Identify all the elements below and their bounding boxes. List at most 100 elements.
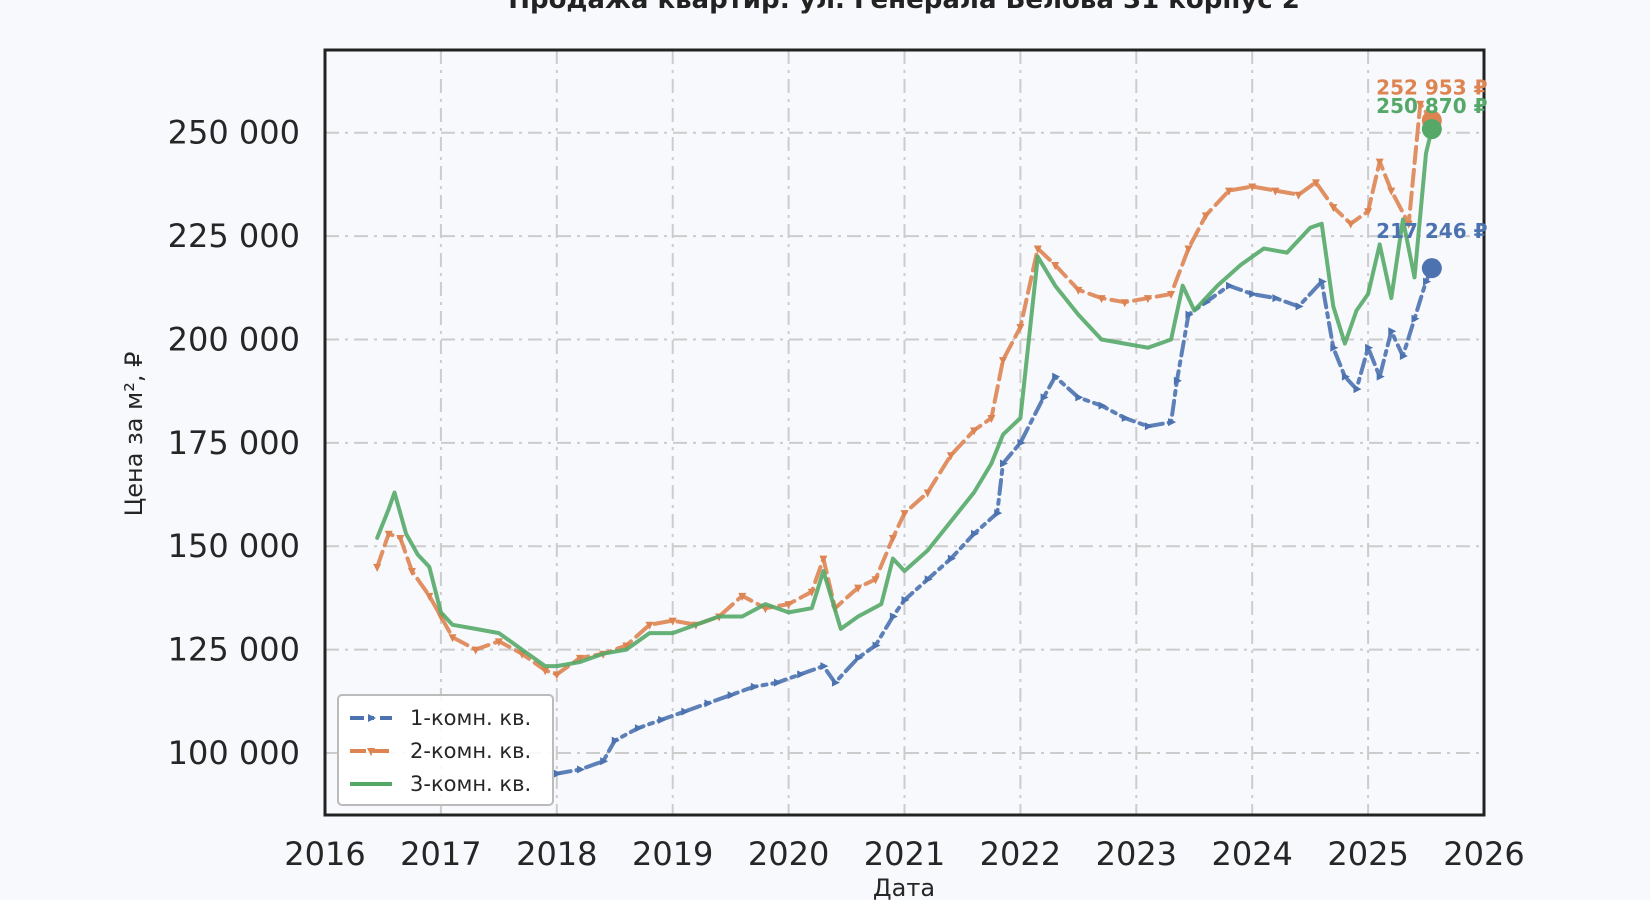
legend-item: 2-комн. кв. xyxy=(350,739,531,763)
x-axis-label: Дата xyxy=(873,874,935,900)
data-point xyxy=(1404,220,1413,229)
series-3 xyxy=(375,119,1442,669)
series-1 xyxy=(553,258,1442,778)
data-point xyxy=(1185,310,1194,319)
x-tick-label: 2023 xyxy=(1096,835,1177,873)
data-point xyxy=(819,555,828,564)
data-point xyxy=(384,530,393,539)
series-line xyxy=(554,266,1434,776)
data-point xyxy=(1271,187,1280,196)
y-axis-label: Цена за м², ₽ xyxy=(120,352,148,517)
data-point xyxy=(1416,100,1425,109)
data-point xyxy=(407,568,416,577)
data-point xyxy=(750,682,759,691)
x-tick-label: 2020 xyxy=(748,835,829,873)
legend: 1-комн. кв. 2-комн. кв. 3-комн. кв. xyxy=(337,694,554,806)
data-point xyxy=(1375,158,1384,167)
data-point xyxy=(774,678,783,687)
data-point xyxy=(1033,245,1042,254)
x-tick-label: 2022 xyxy=(980,835,1061,873)
data-point xyxy=(1226,281,1235,290)
legend-item: 3-комн. кв. xyxy=(350,772,531,796)
data-point xyxy=(888,534,897,543)
data-point xyxy=(871,576,880,585)
data-point xyxy=(704,699,713,708)
data-point xyxy=(1365,343,1374,352)
data-point xyxy=(1423,277,1432,286)
data-point xyxy=(1074,286,1083,295)
data-point xyxy=(668,617,677,626)
data-point xyxy=(1411,314,1420,323)
data-point xyxy=(1120,299,1129,308)
data-point xyxy=(1040,393,1049,402)
data-point xyxy=(738,592,747,601)
data-point xyxy=(1075,393,1084,402)
data-point xyxy=(1387,187,1396,196)
data-point xyxy=(1167,290,1176,299)
x-tick-label: 2017 xyxy=(400,835,481,873)
y-tick-label: 125 000 xyxy=(168,631,300,669)
x-axis-ticks: 2016 2017 2018 2019 2020 2021 2022 2023 2024 2025… xyxy=(284,835,1524,873)
end-labels: 217 246 ₽ 252 953 ₽250 870 ₽ xyxy=(1376,75,1487,243)
data-point xyxy=(1016,324,1025,333)
data-point xyxy=(1121,414,1130,423)
x-tick-label: 2021 xyxy=(864,835,945,873)
data-point xyxy=(1364,208,1373,217)
x-tick-label: 2019 xyxy=(632,835,713,873)
data-point xyxy=(1168,418,1177,427)
data-point xyxy=(1249,289,1258,298)
end-value-label: 252 953 ₽ xyxy=(1376,75,1487,99)
x-tick-label: 2016 xyxy=(284,835,365,873)
data-point xyxy=(889,612,898,621)
legend-marker xyxy=(367,748,375,756)
data-point xyxy=(1144,422,1153,431)
data-point xyxy=(947,554,956,563)
grid xyxy=(325,50,1484,815)
data-point xyxy=(999,357,1008,366)
data-point xyxy=(471,646,480,655)
data-point xyxy=(634,724,643,733)
data-point xyxy=(1330,343,1339,352)
end-point-marker xyxy=(1421,258,1442,279)
data-point xyxy=(1294,191,1303,200)
data-point xyxy=(448,634,457,643)
data-point xyxy=(901,595,910,604)
data-point xyxy=(855,653,864,662)
data-point xyxy=(994,509,1003,518)
data-point xyxy=(1143,295,1152,304)
plot-frame xyxy=(323,48,1486,817)
data-point xyxy=(1051,262,1060,271)
y-tick-label: 200 000 xyxy=(168,320,300,358)
data-point xyxy=(872,641,881,650)
data-point xyxy=(1225,187,1234,196)
data-point xyxy=(946,452,955,461)
data-point xyxy=(1388,327,1397,336)
x-tick-label: 2018 xyxy=(516,835,597,873)
data-point xyxy=(1000,459,1009,468)
data-point xyxy=(784,601,793,610)
data-point xyxy=(854,584,863,593)
data-point xyxy=(971,529,980,538)
data-point xyxy=(576,765,585,774)
data-point xyxy=(1098,401,1107,410)
data-point xyxy=(425,592,434,601)
chart-title: Продажа квартир: ул. Генерала Белова 31 … xyxy=(508,0,1300,15)
data-point xyxy=(681,707,690,716)
data-point xyxy=(831,678,840,687)
data-point xyxy=(1272,294,1281,303)
data-point xyxy=(1184,245,1193,254)
data-point xyxy=(900,510,909,519)
data-point xyxy=(373,563,382,572)
legend-label: 2-комн. кв. xyxy=(410,739,531,763)
y-tick-label: 150 000 xyxy=(168,527,300,565)
x-tick-label: 2024 xyxy=(1211,835,1292,873)
data-point xyxy=(820,662,829,671)
data-point xyxy=(987,415,996,424)
series-line xyxy=(375,127,1434,669)
data-point xyxy=(645,621,654,630)
series-2 xyxy=(373,100,1442,680)
data-point xyxy=(1295,302,1304,311)
data-point xyxy=(396,534,405,543)
x-tick-label: 2026 xyxy=(1443,835,1524,873)
